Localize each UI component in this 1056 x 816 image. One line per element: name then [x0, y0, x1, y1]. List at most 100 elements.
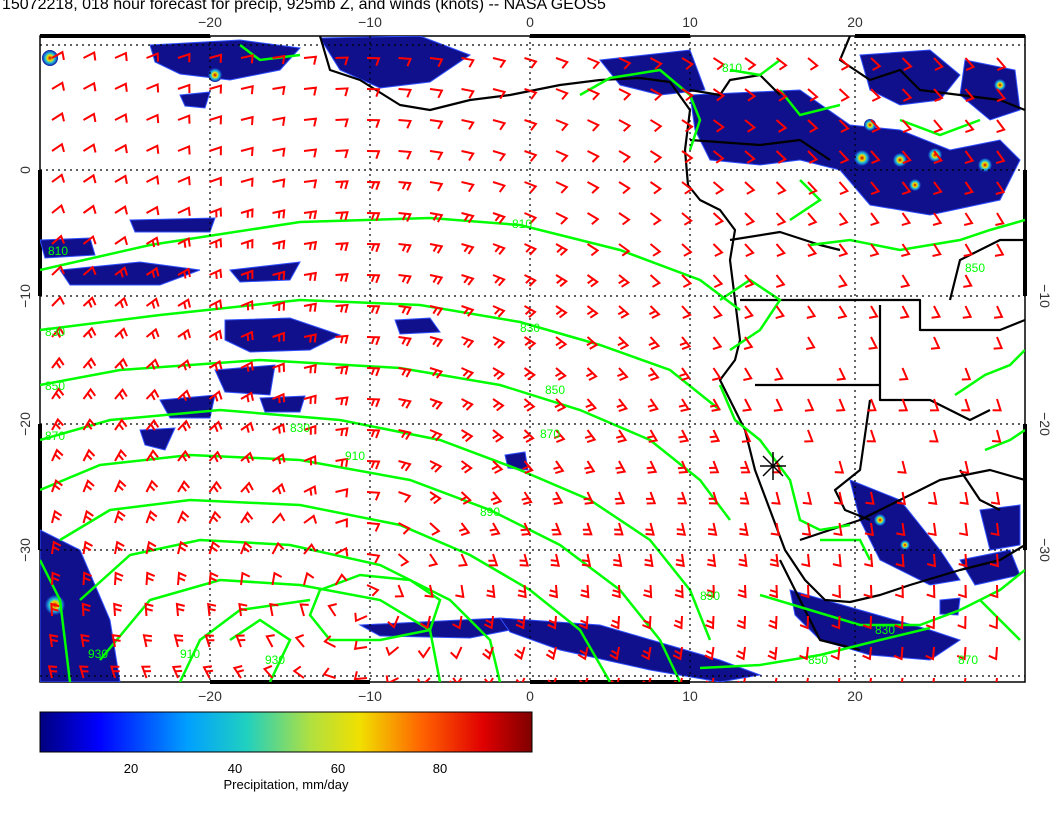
wind-barb — [545, 646, 557, 661]
contour-label: 930 — [265, 653, 285, 667]
wind-barb — [366, 553, 381, 564]
wind-barb — [272, 54, 286, 65]
wind-barb — [461, 88, 475, 99]
wind-barb — [82, 296, 97, 308]
wind-barb — [995, 181, 1006, 195]
wind-barb — [989, 584, 999, 599]
wind-barb — [897, 460, 907, 474]
x-tick-label: −20 — [198, 688, 222, 704]
wind-barb — [51, 326, 65, 339]
wind-barb — [394, 584, 405, 598]
wind-barb — [586, 243, 600, 257]
wind-barb — [240, 481, 254, 494]
wind-barb — [834, 460, 845, 474]
wind-barb — [933, 57, 944, 71]
wind-barb — [775, 243, 786, 258]
wind-barb — [774, 367, 784, 381]
wind-barb — [641, 646, 652, 661]
wind-barb — [51, 50, 65, 61]
wind-barb — [587, 57, 601, 70]
wind-barb — [615, 429, 628, 443]
wind-barb — [712, 274, 724, 289]
wind-barb — [145, 510, 158, 524]
wind-barb — [429, 181, 444, 192]
wind-barb — [869, 243, 880, 258]
wind-barb — [51, 479, 63, 493]
wind-barb — [492, 274, 506, 287]
wind-barb — [272, 331, 285, 342]
wind-barb — [51, 509, 63, 524]
wind-barb — [735, 646, 746, 661]
wind-barb — [177, 175, 191, 186]
wind-barb — [681, 119, 694, 133]
wind-barb — [269, 603, 279, 617]
wind-barb — [335, 149, 349, 159]
contour-label: 830 — [875, 623, 895, 637]
wind-barb — [964, 57, 976, 72]
wind-barb — [799, 646, 809, 661]
wind-barb — [271, 482, 286, 495]
wind-barb — [645, 491, 657, 505]
wind-barb — [398, 398, 412, 409]
wind-barb — [831, 584, 841, 599]
wind-barb — [461, 119, 475, 130]
wind-barb — [740, 460, 751, 474]
wind-barb — [353, 671, 368, 681]
wind-barb — [51, 448, 64, 462]
wind-barb — [240, 208, 254, 218]
wind-barb — [996, 88, 1007, 103]
wind-barb — [928, 491, 938, 505]
y-tick-label: 0 — [17, 166, 33, 174]
wind-barb — [429, 491, 442, 505]
wind-barb — [898, 398, 909, 412]
wind-barb — [743, 367, 753, 381]
wind-barb — [901, 57, 913, 71]
wind-barb — [114, 479, 127, 493]
wind-barb — [240, 300, 254, 311]
wind-barb — [51, 142, 65, 153]
wind-barb — [618, 243, 631, 257]
wind-barb — [265, 634, 275, 648]
wind-barb — [587, 119, 600, 132]
wind-barb — [674, 584, 684, 599]
wind-barb — [51, 173, 66, 183]
wind-barb — [584, 429, 597, 444]
y-axis-left: 0 −10 −20 −30 — [17, 166, 33, 562]
wind-barb — [775, 274, 786, 289]
precip-core — [928, 148, 942, 162]
contour-label: 890 — [480, 505, 500, 519]
wind-barb — [900, 274, 911, 288]
wind-barb — [554, 398, 567, 412]
wind-barb — [303, 148, 318, 158]
wind-barb — [893, 646, 904, 661]
wind-barb — [486, 584, 496, 599]
wind-barb — [83, 81, 97, 92]
wind-barb — [771, 491, 781, 505]
wind-barb — [398, 305, 412, 316]
wind-barb — [177, 510, 190, 524]
wind-barb — [894, 584, 904, 599]
wind-barb — [299, 603, 309, 617]
wind-barb — [366, 57, 381, 67]
wind-barb — [114, 540, 125, 555]
wind-barb — [82, 265, 97, 276]
wind-barb — [992, 398, 1002, 412]
wind-barb — [807, 181, 818, 195]
wind-barb — [460, 460, 473, 474]
wind-barb — [645, 522, 655, 536]
wind-barb — [932, 243, 942, 257]
station-marker — [760, 452, 786, 480]
wind-barb — [555, 88, 569, 101]
wind-barb — [114, 82, 128, 92]
wind-barb — [419, 615, 431, 630]
wind-barb — [801, 553, 811, 568]
wind-barb — [272, 209, 286, 219]
wind-barb — [554, 367, 567, 381]
wind-barb — [82, 448, 96, 462]
wind-barb — [51, 417, 64, 431]
wind-barb — [145, 327, 160, 340]
latlon-grid — [40, 36, 1025, 682]
contour-label: 850 — [545, 383, 565, 397]
wind-barb — [177, 449, 191, 462]
x-tick-label: 20 — [847, 14, 863, 30]
